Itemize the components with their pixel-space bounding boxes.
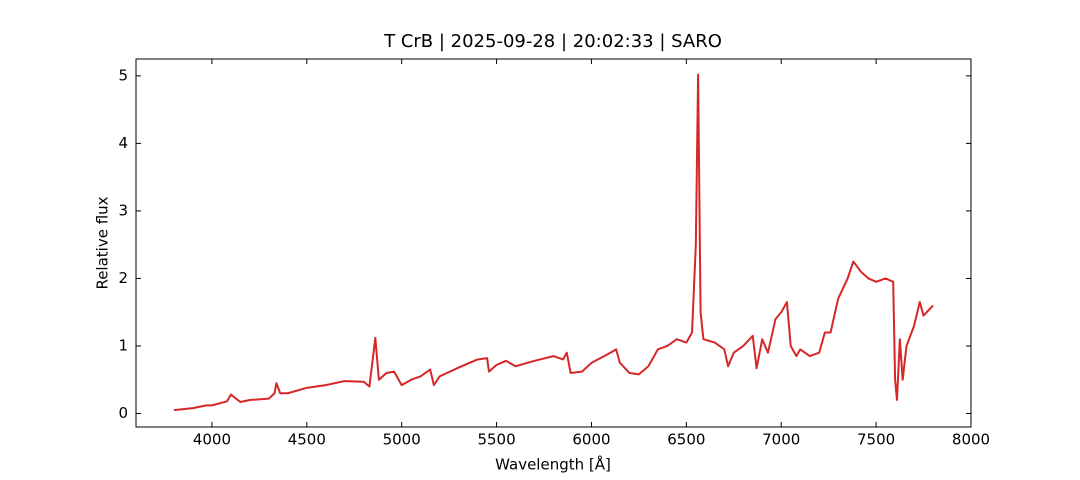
y-tick-label: 3: [118, 201, 128, 219]
plot-frame: [135, 58, 972, 428]
chart-title: T CrB | 2025-09-28 | 20:02:33 | SARO: [383, 31, 722, 52]
x-tick-label: 5500: [477, 431, 515, 449]
y-axis-label: Relative flux: [94, 196, 112, 289]
x-tick-label: 5000: [383, 431, 421, 449]
x-tick-label: 6500: [667, 431, 705, 449]
y-tick-label: 2: [118, 269, 128, 287]
x-tick-label: 8000: [952, 431, 990, 449]
x-axis-label: Wavelength [Å]: [495, 455, 611, 474]
x-tick-label: 6000: [572, 431, 610, 449]
y-tick-label: 1: [118, 336, 128, 354]
x-tick-label: 7000: [762, 431, 800, 449]
x-tick-label: 4000: [193, 431, 231, 449]
y-tick-label: 4: [118, 134, 128, 152]
y-tick-label: 0: [118, 404, 128, 422]
x-tick-label: 7500: [857, 431, 895, 449]
x-tick-label: 4500: [288, 431, 326, 449]
spectrum-line: [173, 73, 934, 412]
y-tick-label: 5: [118, 66, 128, 84]
